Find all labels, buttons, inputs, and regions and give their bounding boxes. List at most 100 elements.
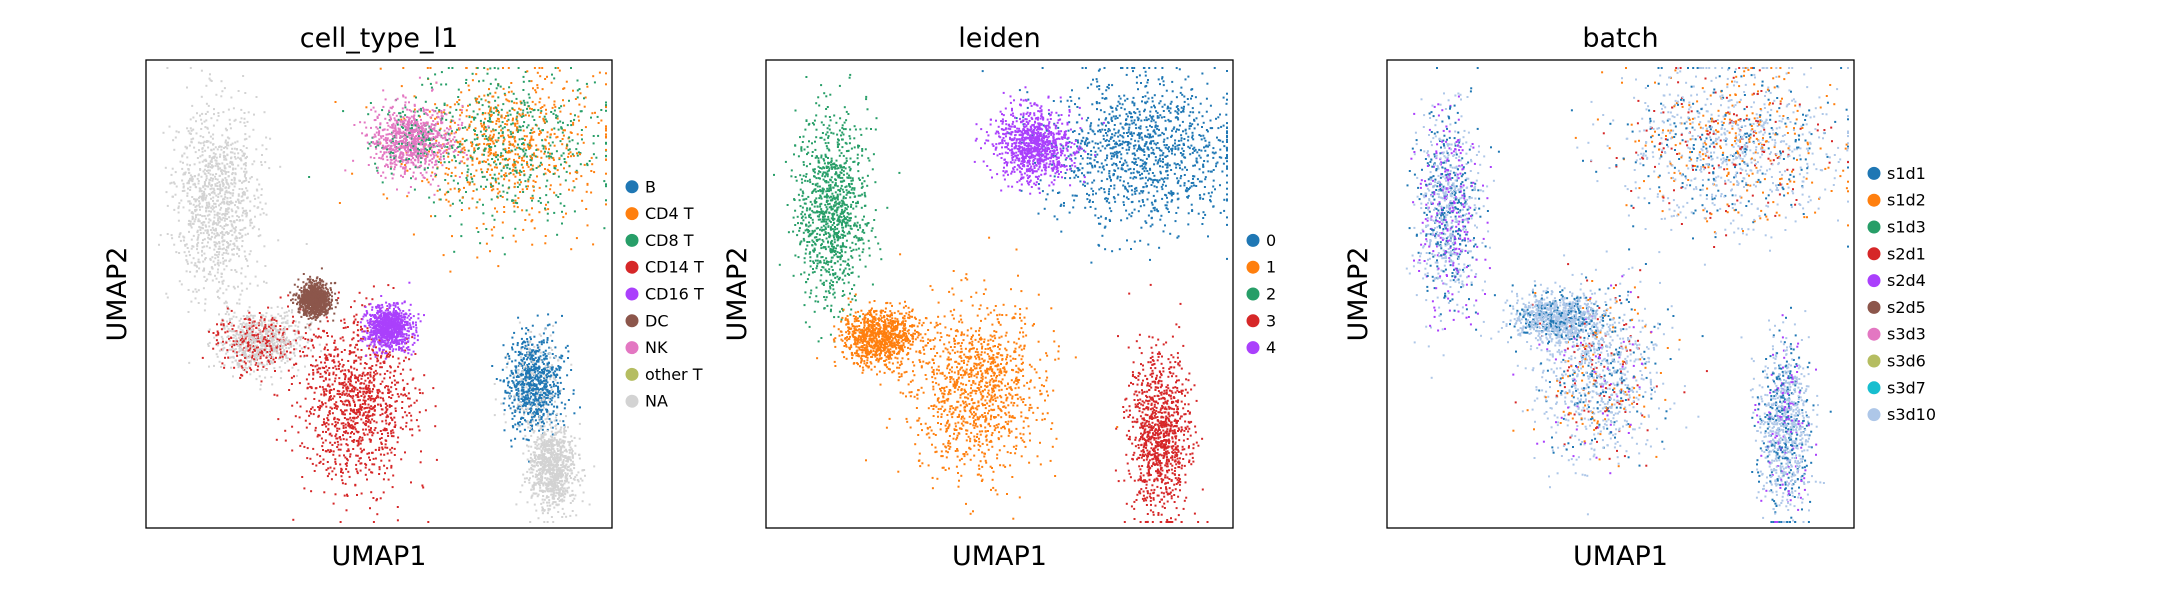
data-point <box>582 141 585 144</box>
data-point <box>514 199 517 202</box>
data-point <box>475 188 478 191</box>
data-point <box>394 163 397 166</box>
data-point <box>501 221 504 224</box>
data-point <box>380 404 382 407</box>
data-point <box>580 134 583 136</box>
data-point <box>386 137 389 140</box>
data-point <box>328 389 331 392</box>
data-point <box>218 245 221 248</box>
data-point <box>349 416 352 419</box>
data-point <box>489 250 491 253</box>
data-point <box>264 332 267 335</box>
data-point <box>330 434 333 437</box>
data-point <box>250 363 253 366</box>
data-point <box>235 333 238 335</box>
data-point <box>575 148 578 151</box>
data-point <box>307 338 310 341</box>
data-point <box>207 201 210 204</box>
data-point <box>390 451 393 454</box>
data-point <box>372 136 375 139</box>
data-point <box>409 168 412 170</box>
data-point <box>524 152 527 155</box>
data-point <box>341 365 344 368</box>
data-point <box>384 136 387 139</box>
data-point <box>219 187 222 190</box>
data-point <box>181 167 184 170</box>
data-point <box>244 162 246 165</box>
data-point <box>424 131 427 134</box>
data-point <box>522 191 525 193</box>
data-point <box>233 344 236 347</box>
data-point <box>518 146 521 149</box>
data-point <box>395 381 398 384</box>
data-point <box>261 330 264 333</box>
data-point <box>562 216 565 219</box>
data-point <box>379 122 382 125</box>
data-point <box>390 147 393 150</box>
data-point <box>422 131 425 134</box>
data-point <box>396 188 398 191</box>
data-point <box>508 140 511 143</box>
data-point <box>234 269 237 272</box>
data-point <box>391 105 394 108</box>
data-point <box>399 123 402 126</box>
data-point <box>166 296 169 299</box>
data-point <box>554 164 557 167</box>
data-point <box>219 183 222 186</box>
data-point <box>507 91 510 94</box>
data-point <box>387 124 390 127</box>
data-point <box>254 356 257 358</box>
data-point <box>394 154 397 157</box>
data-point <box>511 169 514 172</box>
data-point <box>219 218 222 221</box>
data-point <box>227 232 229 235</box>
data-point <box>227 356 230 359</box>
data-point <box>362 428 365 431</box>
data-point <box>373 398 376 401</box>
data-point <box>217 268 219 271</box>
data-point <box>417 161 420 164</box>
data-point <box>511 122 514 125</box>
data-point <box>484 135 487 138</box>
data-point <box>414 138 416 141</box>
data-point <box>254 323 257 326</box>
data-point <box>229 160 232 163</box>
data-point <box>491 158 494 160</box>
data-point <box>218 204 220 207</box>
data-point <box>565 161 568 164</box>
data-point <box>228 317 231 320</box>
data-point <box>304 365 306 368</box>
data-point <box>527 124 530 127</box>
data-point <box>406 127 409 130</box>
data-point <box>409 151 412 153</box>
data-point <box>429 128 432 131</box>
data-point <box>201 194 204 197</box>
data-point <box>394 99 397 102</box>
data-point <box>421 392 424 395</box>
data-point <box>255 378 258 381</box>
data-point <box>225 301 228 304</box>
data-point <box>220 328 223 331</box>
data-point <box>385 146 388 149</box>
data-point <box>499 124 502 127</box>
data-point <box>227 175 230 178</box>
data-point <box>225 202 228 204</box>
data-point <box>208 246 211 249</box>
data-point <box>369 156 372 159</box>
data-point <box>536 175 538 178</box>
data-point <box>237 156 240 159</box>
data-point <box>201 112 204 115</box>
data-point <box>239 323 242 325</box>
data-point <box>322 449 324 451</box>
data-point <box>513 169 516 172</box>
data-point <box>395 114 398 117</box>
data-point <box>506 111 509 114</box>
data-point <box>558 157 561 160</box>
data-point <box>490 152 492 155</box>
data-point <box>429 116 432 119</box>
data-point <box>529 168 532 171</box>
data-point <box>359 358 362 361</box>
data-point <box>375 147 378 150</box>
data-point <box>211 184 213 187</box>
data-point <box>584 96 587 99</box>
